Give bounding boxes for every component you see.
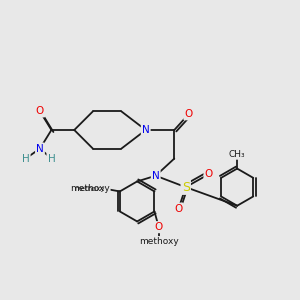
Text: O: O — [36, 106, 44, 116]
Text: H: H — [22, 154, 30, 164]
Text: N: N — [36, 144, 44, 154]
Text: H: H — [47, 154, 55, 164]
Text: methoxy: methoxy — [75, 186, 105, 192]
Text: N: N — [142, 125, 150, 135]
Text: N: N — [152, 171, 160, 181]
Text: CH₃: CH₃ — [229, 150, 245, 159]
Text: O: O — [154, 222, 163, 232]
Text: O: O — [175, 204, 183, 214]
Text: S: S — [182, 181, 190, 194]
Text: O: O — [100, 184, 108, 194]
Text: O: O — [205, 169, 213, 179]
Text: methoxy: methoxy — [139, 237, 178, 246]
Text: methoxy: methoxy — [70, 184, 110, 193]
Text: O: O — [184, 109, 193, 119]
